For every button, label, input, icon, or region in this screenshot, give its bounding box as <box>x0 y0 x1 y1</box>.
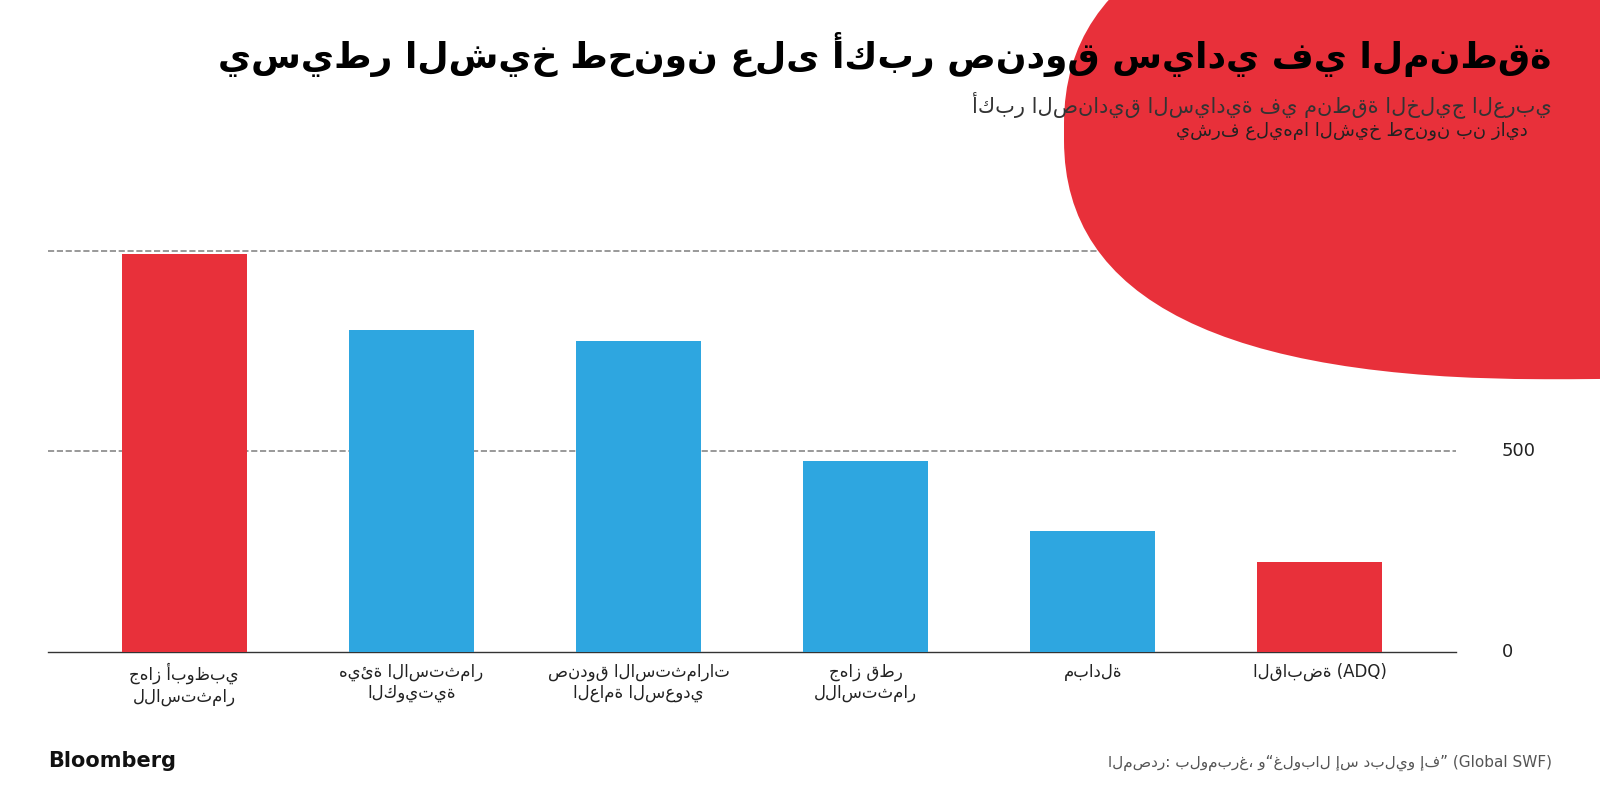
Bar <box>122 254 246 652</box>
Bar <box>349 330 474 652</box>
Text: أكبر الصناديق السيادية في منطقة الخليج العربي: أكبر الصناديق السيادية في منطقة الخليج ا… <box>973 91 1552 118</box>
Text: Bloomberg: Bloomberg <box>48 751 176 771</box>
Text: 500: 500 <box>1501 443 1536 460</box>
Text: يسيطر الشيخ طحنون على أكبر صندوق سيادي في المنطقة: يسيطر الشيخ طحنون على أكبر صندوق سيادي ف… <box>219 32 1552 77</box>
Bar <box>1258 562 1382 652</box>
Bar <box>1030 531 1155 652</box>
Text: 0: 0 <box>1501 643 1512 661</box>
Text: المصدر: بلومبرغ، و“غلوبال إس دبليو إف” (Global SWF): المصدر: بلومبرغ، و“غلوبال إس دبليو إف” (… <box>1107 755 1552 771</box>
Bar <box>576 341 701 652</box>
Bar <box>803 461 928 652</box>
Text: يشرف عليهما الشيخ طحنون بن زايد: يشرف عليهما الشيخ طحنون بن زايد <box>1176 122 1528 141</box>
Text: 1,000 مليار $: 1,000 مليار $ <box>1501 242 1600 260</box>
